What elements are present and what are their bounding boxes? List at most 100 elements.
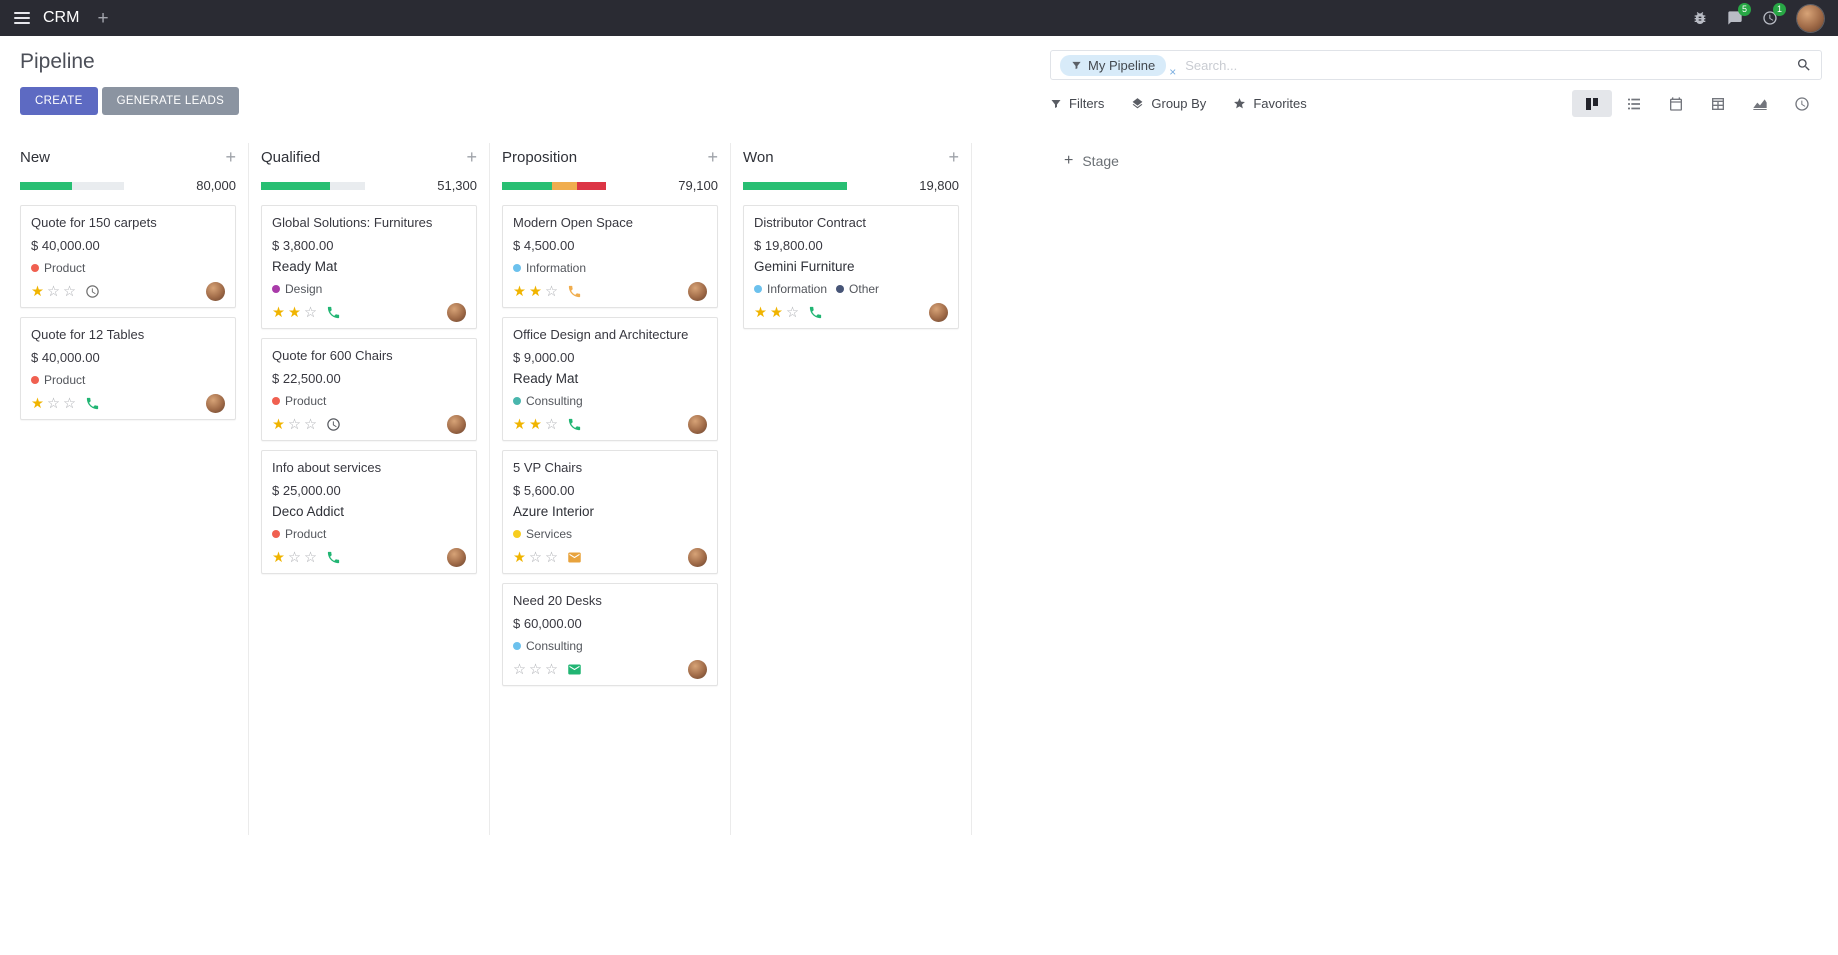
kanban-card[interactable]: Distributor Contract $ 19,800.00 Gemini …: [743, 205, 959, 329]
progress-segment[interactable]: [743, 181, 847, 190]
avatar[interactable]: [206, 282, 225, 301]
envelope-activity-icon[interactable]: [567, 550, 582, 565]
star-empty-icon[interactable]: ☆: [63, 283, 76, 300]
search-bar[interactable]: My Pipeline ×: [1050, 50, 1822, 80]
generate-leads-button[interactable]: GENERATE LEADS: [101, 87, 240, 115]
star-empty-icon[interactable]: ☆: [47, 395, 60, 412]
star-empty-icon[interactable]: ☆: [47, 283, 60, 300]
column-progressbar[interactable]: [20, 181, 124, 190]
column-title[interactable]: Won: [743, 148, 774, 166]
kanban-card[interactable]: Modern Open Space $ 4,500.00 Information…: [502, 205, 718, 308]
bug-icon[interactable]: [1692, 10, 1708, 26]
messages-icon[interactable]: 5: [1727, 3, 1751, 26]
kanban-card[interactable]: Office Design and Architecture $ 9,000.0…: [502, 317, 718, 441]
column-quick-create-icon[interactable]: +: [948, 147, 959, 167]
kanban-card[interactable]: Need 20 Desks $ 60,000.00 Consulting ☆ ☆ ☆: [502, 583, 718, 686]
kanban-card[interactable]: Quote for 12 Tables $ 40,000.00 Product …: [20, 317, 236, 420]
calendar-view-icon[interactable]: [1656, 90, 1696, 117]
star-filled-icon[interactable]: ★: [513, 416, 526, 433]
star-filled-icon[interactable]: ★: [31, 283, 44, 300]
group-by-button[interactable]: Group By: [1131, 96, 1206, 111]
star-empty-icon[interactable]: ☆: [529, 549, 542, 566]
add-stage-button[interactable]: + Stage: [1064, 153, 1119, 170]
create-button[interactable]: CREATE: [20, 87, 98, 115]
star-filled-icon[interactable]: ★: [529, 416, 542, 433]
column-progressbar[interactable]: [743, 181, 847, 190]
add-tab-icon[interactable]: +: [97, 7, 109, 29]
progress-segment[interactable]: [261, 181, 330, 190]
avatar[interactable]: [447, 303, 466, 322]
avatar[interactable]: [688, 415, 707, 434]
clock-activity-icon[interactable]: [85, 284, 100, 299]
phone-activity-icon[interactable]: [326, 305, 341, 320]
star-filled-icon[interactable]: ★: [288, 304, 301, 321]
activity-view-icon[interactable]: [1782, 90, 1822, 117]
search-icon[interactable]: [1796, 57, 1812, 73]
search-input[interactable]: [1185, 57, 1790, 73]
phone-activity-icon[interactable]: [326, 550, 341, 565]
avatar[interactable]: [206, 394, 225, 413]
progress-segment[interactable]: [576, 181, 606, 190]
avatar[interactable]: [447, 415, 466, 434]
column-quick-create-icon[interactable]: +: [225, 147, 236, 167]
star-filled-icon[interactable]: ★: [513, 283, 526, 300]
column-title[interactable]: Proposition: [502, 148, 578, 166]
search-facet[interactable]: My Pipeline: [1060, 54, 1167, 76]
star-filled-icon[interactable]: ★: [513, 549, 526, 566]
kanban-card[interactable]: Quote for 150 carpets $ 40,000.00 Produc…: [20, 205, 236, 308]
star-empty-icon[interactable]: ☆: [529, 661, 542, 678]
progress-segment[interactable]: [20, 181, 72, 190]
phone-activity-icon[interactable]: [567, 417, 582, 432]
phone-activity-icon[interactable]: [567, 284, 582, 299]
facet-remove-icon[interactable]: ×: [1169, 65, 1177, 79]
star-filled-icon[interactable]: ★: [529, 283, 542, 300]
avatar[interactable]: [688, 282, 707, 301]
phone-activity-icon[interactable]: [808, 305, 823, 320]
envelope-activity-icon[interactable]: [567, 662, 582, 677]
kanban-card[interactable]: 5 VP Chairs $ 5,600.00 Azure Interior Se…: [502, 450, 718, 574]
filters-button[interactable]: Filters: [1050, 96, 1104, 111]
kanban-view-icon[interactable]: [1572, 90, 1612, 117]
star-filled-icon[interactable]: ★: [272, 304, 285, 321]
pivot-view-icon[interactable]: [1698, 90, 1738, 117]
app-name[interactable]: CRM: [43, 9, 80, 26]
avatar[interactable]: [688, 660, 707, 679]
progress-segment[interactable]: [502, 181, 552, 190]
avatar[interactable]: [447, 548, 466, 567]
column-quick-create-icon[interactable]: +: [466, 147, 477, 167]
star-empty-icon[interactable]: ☆: [288, 549, 301, 566]
progress-segment[interactable]: [551, 181, 577, 190]
star-empty-icon[interactable]: ☆: [304, 549, 317, 566]
clock-activity-icon[interactable]: [326, 417, 341, 432]
list-view-icon[interactable]: [1614, 90, 1654, 117]
star-filled-icon[interactable]: ★: [272, 416, 285, 433]
star-empty-icon[interactable]: ☆: [545, 661, 558, 678]
avatar[interactable]: [688, 548, 707, 567]
star-empty-icon[interactable]: ☆: [545, 283, 558, 300]
star-filled-icon[interactable]: ★: [31, 395, 44, 412]
kanban-card[interactable]: Global Solutions: Furnitures $ 3,800.00 …: [261, 205, 477, 329]
star-filled-icon[interactable]: ★: [272, 549, 285, 566]
kanban-card[interactable]: Info about services $ 25,000.00 Deco Add…: [261, 450, 477, 574]
star-empty-icon[interactable]: ☆: [304, 304, 317, 321]
kanban-card[interactable]: Quote for 600 Chairs $ 22,500.00 Product…: [261, 338, 477, 441]
column-title[interactable]: Qualified: [261, 148, 321, 166]
star-empty-icon[interactable]: ☆: [513, 661, 526, 678]
star-filled-icon[interactable]: ★: [754, 304, 767, 321]
star-empty-icon[interactable]: ☆: [288, 416, 301, 433]
activities-icon[interactable]: 1: [1762, 3, 1786, 26]
column-title[interactable]: New: [20, 148, 51, 166]
menu-icon[interactable]: [14, 12, 30, 24]
column-progressbar[interactable]: [261, 181, 365, 190]
star-empty-icon[interactable]: ☆: [63, 395, 76, 412]
avatar[interactable]: [929, 303, 948, 322]
star-empty-icon[interactable]: ☆: [304, 416, 317, 433]
star-empty-icon[interactable]: ☆: [545, 416, 558, 433]
graph-view-icon[interactable]: [1740, 90, 1780, 117]
favorites-button[interactable]: Favorites: [1233, 96, 1307, 111]
star-empty-icon[interactable]: ☆: [786, 304, 799, 321]
star-filled-icon[interactable]: ★: [770, 304, 783, 321]
user-avatar[interactable]: [1797, 4, 1824, 32]
phone-activity-icon[interactable]: [85, 396, 100, 411]
star-empty-icon[interactable]: ☆: [545, 549, 558, 566]
